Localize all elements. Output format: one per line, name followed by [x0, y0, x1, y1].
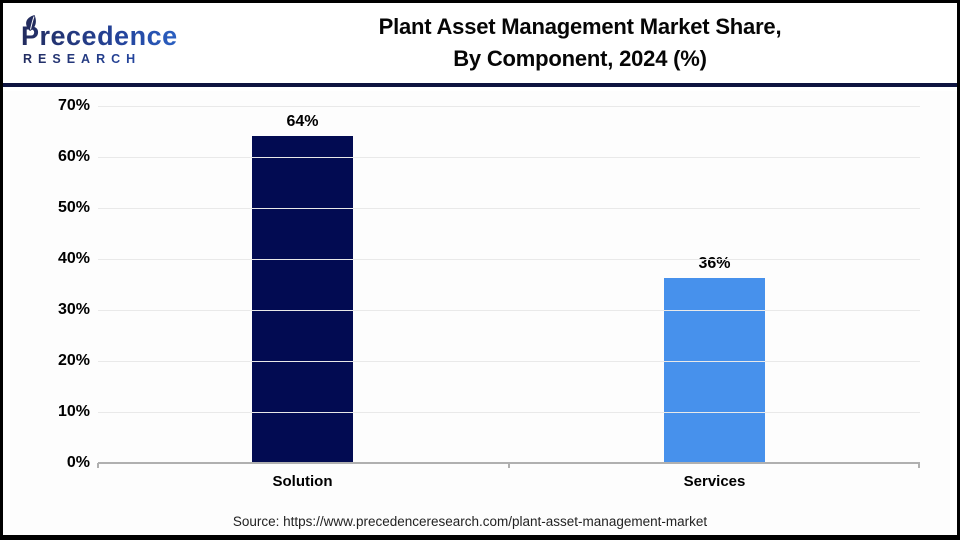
bar-solution	[252, 135, 353, 462]
gridline	[98, 259, 920, 260]
gridline	[98, 157, 920, 158]
y-axis-tick-label: 40%	[57, 250, 90, 267]
y-axis-tick-label: 30%	[57, 301, 90, 318]
header: Precedence RESEARCH Plant Asset Manageme…	[3, 3, 957, 87]
y-axis-tick-label: 70%	[57, 97, 90, 114]
bar-group-services: 36% Services	[664, 255, 765, 490]
axis-tick-right	[918, 463, 920, 468]
logo-wordmark: Precedence	[21, 21, 211, 51]
y-axis-tick-label: 60%	[57, 148, 90, 165]
chart-title-line2: By Component, 2024 (%)	[453, 46, 707, 71]
y-axis-tick-label: 10%	[57, 403, 90, 420]
bar-value-label-solution: 64%	[286, 112, 319, 130]
chart-title-line1: Plant Asset Management Market Share,	[378, 14, 782, 39]
chart-title: Plant Asset Management Market Share, By …	[211, 11, 957, 75]
axis-tick-middle	[508, 463, 510, 468]
x-axis-label-services: Services	[683, 473, 746, 490]
gridline	[98, 361, 920, 362]
axis-tick-left	[97, 463, 99, 468]
y-axis-tick-label: 20%	[57, 352, 90, 369]
plot-area: 64% Solution 36% Services 70% 60% 50% 40% 30…	[58, 97, 920, 490]
gridline	[98, 208, 920, 209]
gridline	[98, 412, 920, 413]
source-attribution: Source: https://www.precedenceresearch.c…	[232, 514, 708, 529]
bar-group-solution: 64% Solution	[252, 113, 353, 490]
x-axis-label-solution: Solution	[272, 473, 333, 490]
bar-chart: 64% Solution 36% Services 70% 60% 50% 40% 30…	[3, 91, 957, 535]
y-axis-tick-label: 0%	[66, 454, 90, 471]
y-axis-tick-label: 50%	[57, 199, 90, 216]
bar-services	[664, 278, 765, 462]
gridline	[98, 310, 920, 311]
logo-subtext: RESEARCH	[21, 52, 211, 66]
gridline	[98, 106, 920, 107]
precedence-research-logo: Precedence RESEARCH	[21, 14, 211, 66]
